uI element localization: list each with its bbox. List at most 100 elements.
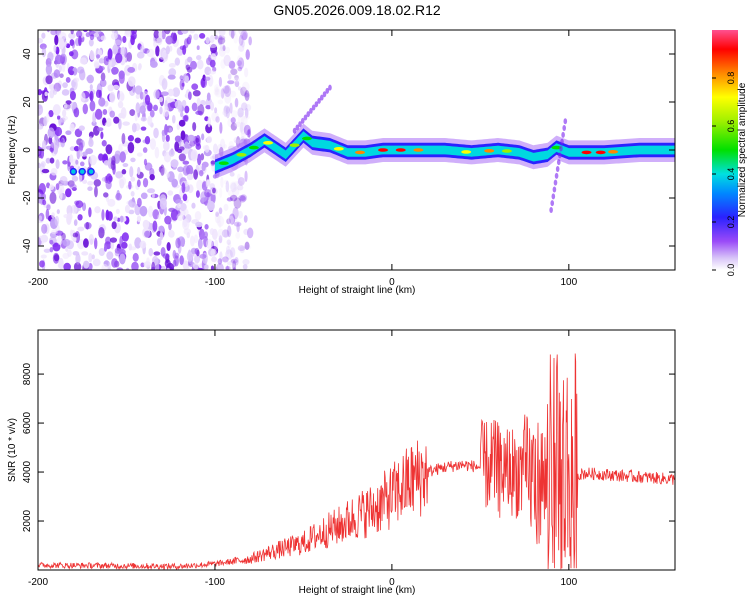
noise-blob [219, 43, 225, 52]
noise-blob [224, 179, 228, 185]
noise-blob [41, 32, 46, 39]
streak-blob [556, 159, 561, 166]
noise-blob [153, 89, 160, 99]
noise-blob [227, 225, 232, 238]
noise-blob [48, 110, 54, 118]
noise-blob [174, 141, 180, 152]
noise-blob [198, 169, 204, 177]
noise-blob [199, 254, 207, 259]
noise-blob [230, 117, 236, 124]
noise-blob [111, 258, 118, 268]
noise-blob [182, 160, 190, 165]
noise-blob [184, 105, 190, 114]
noise-blob [176, 202, 182, 209]
noise-blob [248, 36, 252, 46]
noise-blob [237, 112, 245, 125]
noise-blob [124, 204, 130, 214]
noise-blob [197, 238, 203, 250]
ridge-hotspot [551, 145, 562, 150]
noise-blob [158, 31, 163, 39]
noise-blob [195, 190, 200, 198]
noise-blob [122, 121, 130, 126]
noise-blob [214, 107, 218, 114]
noise-blob [172, 87, 181, 98]
noise-blob [229, 247, 236, 258]
noise-blob [59, 188, 63, 200]
noise-blob [98, 97, 106, 107]
noise-blob [195, 110, 203, 115]
noise-blob [69, 123, 75, 132]
noise-blob [80, 92, 86, 103]
noise-blob [112, 84, 120, 90]
noise-blob [223, 144, 227, 149]
noise-blob [50, 269, 51, 270]
noise-blob [204, 76, 211, 81]
noise-blob [191, 202, 196, 209]
noise-blob [115, 171, 124, 179]
noise-blob [44, 91, 48, 97]
noise-blob [67, 249, 72, 257]
ridge-hotspot [595, 150, 606, 155]
noise-blob [159, 106, 163, 115]
noise-blob [110, 32, 118, 40]
noise-blob [114, 39, 122, 46]
noise-blob [107, 211, 113, 221]
noise-blob [186, 66, 193, 73]
noise-blob [88, 138, 94, 148]
noise-blob [58, 38, 65, 50]
noise-blob [193, 169, 198, 180]
noise-blob [136, 51, 145, 59]
noise-blob [232, 207, 239, 220]
noise-blob [38, 89, 43, 96]
noise-blob [230, 258, 238, 264]
noise-blob [238, 30, 243, 35]
noise-blob [210, 53, 217, 62]
noise-blob [234, 121, 241, 128]
noise-blob [217, 37, 226, 45]
noise-blob [68, 32, 76, 39]
noise-blob [196, 54, 202, 61]
noise-blob [241, 81, 250, 93]
noise-blob [222, 110, 227, 116]
noise-blob [144, 162, 153, 171]
noise-blob [136, 179, 141, 188]
streak-blob [319, 94, 324, 101]
noise-blob [73, 77, 80, 83]
noise-blob [50, 168, 58, 176]
noise-blob [128, 209, 135, 215]
noise-blob [69, 183, 77, 190]
noise-blob [57, 270, 64, 278]
noise-blob [49, 157, 55, 164]
noise-blob [94, 185, 98, 198]
noise-blob [182, 193, 188, 202]
noise-blob [219, 121, 223, 134]
noise-blob [189, 60, 197, 70]
snr-ticks: -200 -100 0 100 2000 4000 6000 8000 [22, 330, 675, 588]
noise-blob [216, 215, 225, 227]
noise-blob [218, 76, 223, 87]
noise-blob [111, 155, 116, 166]
snr-series-line [38, 353, 675, 570]
noise-blob [152, 220, 158, 232]
noise-blob [229, 102, 233, 114]
colorbar-tick-label: 0.6 [726, 120, 736, 133]
streak-blob [549, 207, 553, 213]
noise-blob [223, 203, 229, 211]
noise-blob [96, 54, 101, 59]
noise-blob [232, 267, 237, 270]
noise-blob [184, 141, 189, 149]
noise-blob [77, 214, 83, 221]
noise-blob [131, 122, 137, 133]
streak-blob [306, 111, 310, 118]
noise-blob [112, 44, 119, 55]
noise-blob [54, 54, 63, 65]
noise-blob [114, 150, 121, 158]
noise-blob [244, 245, 252, 250]
noise-blob [103, 245, 108, 252]
noise-blob [223, 54, 231, 67]
noise-blob [207, 200, 215, 211]
noise-blob [72, 235, 77, 243]
noise-blob [111, 66, 119, 75]
noise-blob [203, 231, 209, 239]
